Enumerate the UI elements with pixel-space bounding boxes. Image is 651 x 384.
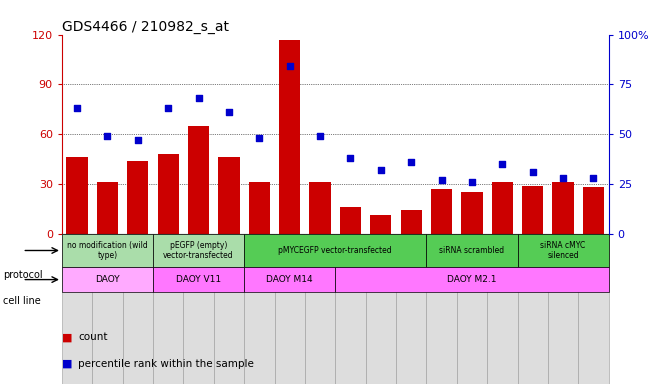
FancyBboxPatch shape (214, 233, 244, 384)
Bar (370, 215, 391, 233)
FancyBboxPatch shape (153, 233, 184, 384)
Point (224, 109, 234, 115)
FancyBboxPatch shape (426, 233, 457, 384)
Bar (97, 182, 118, 233)
Point (102, 133, 113, 139)
Point (284, 63, 295, 70)
Text: cell line: cell line (3, 296, 41, 306)
FancyBboxPatch shape (335, 267, 609, 292)
FancyBboxPatch shape (396, 233, 426, 384)
FancyBboxPatch shape (366, 233, 396, 384)
Bar (218, 157, 240, 233)
FancyBboxPatch shape (62, 233, 153, 267)
FancyBboxPatch shape (518, 233, 609, 267)
Text: siRNA cMYC
silenced: siRNA cMYC silenced (540, 241, 586, 260)
Point (163, 105, 173, 111)
Text: siRNA scrambled: siRNA scrambled (439, 246, 505, 255)
Text: DAOY M14: DAOY M14 (266, 275, 313, 284)
Text: DAOY: DAOY (95, 275, 120, 284)
FancyBboxPatch shape (122, 233, 153, 384)
FancyBboxPatch shape (184, 233, 214, 384)
Text: no modification (wild
type): no modification (wild type) (67, 241, 148, 260)
Bar (66, 157, 88, 233)
Text: DAOY V11: DAOY V11 (176, 275, 221, 284)
Point (345, 155, 355, 161)
Point (193, 95, 204, 101)
FancyBboxPatch shape (548, 233, 578, 384)
Bar (279, 40, 300, 233)
Text: GDS4466 / 210982_s_at: GDS4466 / 210982_s_at (62, 20, 229, 33)
Point (497, 161, 508, 167)
Text: pEGFP (empty)
vector-transfected: pEGFP (empty) vector-transfected (163, 241, 234, 260)
Text: percentile rank within the sample: percentile rank within the sample (78, 359, 254, 369)
FancyBboxPatch shape (457, 233, 487, 384)
FancyBboxPatch shape (275, 233, 305, 384)
Bar (583, 187, 604, 233)
Bar (492, 182, 513, 233)
FancyBboxPatch shape (153, 233, 244, 267)
Point (406, 159, 417, 165)
Point (436, 177, 447, 183)
FancyBboxPatch shape (335, 233, 366, 384)
Text: ■: ■ (62, 359, 72, 369)
FancyBboxPatch shape (244, 233, 275, 384)
Bar (431, 189, 452, 233)
FancyBboxPatch shape (426, 233, 518, 267)
Point (376, 167, 386, 173)
FancyBboxPatch shape (487, 233, 518, 384)
Bar (522, 185, 544, 233)
Point (72, 105, 82, 111)
Text: pMYCEGFP vector-transfected: pMYCEGFP vector-transfected (279, 246, 392, 255)
Point (589, 175, 599, 181)
FancyBboxPatch shape (62, 233, 92, 384)
FancyBboxPatch shape (578, 233, 609, 384)
Bar (462, 192, 482, 233)
FancyBboxPatch shape (62, 267, 153, 292)
Bar (340, 207, 361, 233)
Bar (249, 182, 270, 233)
Bar (127, 161, 148, 233)
Point (467, 179, 477, 185)
FancyBboxPatch shape (244, 233, 426, 267)
FancyBboxPatch shape (518, 233, 548, 384)
FancyBboxPatch shape (92, 233, 122, 384)
Bar (400, 210, 422, 233)
Text: DAOY M2.1: DAOY M2.1 (447, 275, 497, 284)
Point (315, 133, 326, 139)
Bar (309, 182, 331, 233)
Text: protocol: protocol (3, 270, 43, 280)
FancyBboxPatch shape (153, 267, 244, 292)
Point (133, 137, 143, 143)
Bar (188, 126, 209, 233)
Bar (158, 154, 179, 233)
Point (558, 175, 568, 181)
Point (527, 169, 538, 175)
Text: ■: ■ (62, 332, 72, 342)
FancyBboxPatch shape (305, 233, 335, 384)
Bar (553, 182, 574, 233)
Text: count: count (78, 332, 107, 342)
Point (254, 135, 264, 141)
FancyBboxPatch shape (244, 267, 335, 292)
